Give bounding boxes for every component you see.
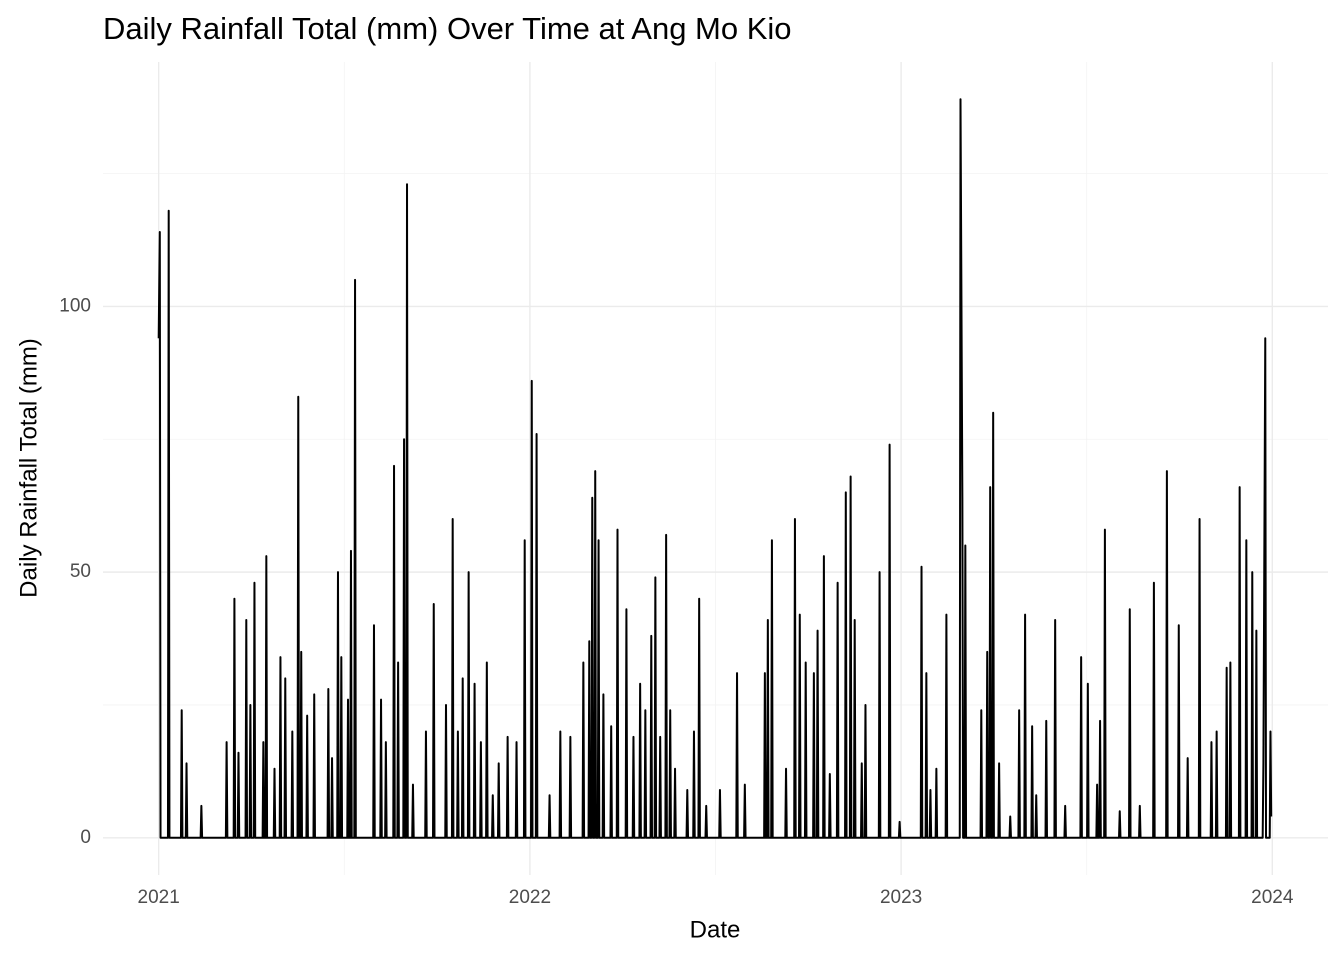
- y-axis-title: Daily Rainfall Total (mm): [15, 338, 42, 598]
- x-tick-label: 2024: [1251, 887, 1294, 908]
- grid: [103, 62, 1328, 875]
- y-tick-label: 0: [80, 827, 91, 848]
- x-tick-label: 2021: [138, 887, 180, 908]
- rainfall-line: [157, 98, 1273, 839]
- x-tick-label: 2022: [509, 887, 551, 908]
- y-tick-label: 100: [59, 295, 91, 316]
- plot-area: [157, 98, 1273, 839]
- chart-title: Daily Rainfall Total (mm) Over Time at A…: [103, 11, 792, 46]
- x-axis-title: Date: [690, 916, 741, 943]
- y-tick-label: 50: [70, 561, 91, 582]
- x-tick-label: 2023: [880, 887, 922, 908]
